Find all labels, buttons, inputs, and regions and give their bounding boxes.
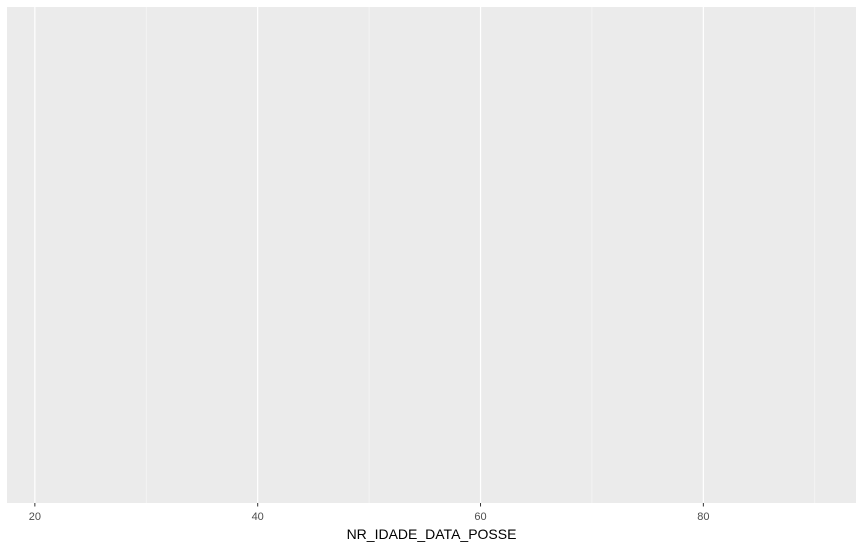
- major-gridlines: [34, 7, 704, 503]
- x-tick-label-40: 40: [252, 511, 264, 523]
- x-axis-title: NR_IDADE_DATA_POSSE: [347, 526, 517, 542]
- x-tick-label-80: 80: [697, 511, 709, 523]
- minor-gridlines: [145, 7, 816, 503]
- x-axis-tick-labels: 20 40 60 80: [29, 511, 710, 523]
- x-axis-ticks: [34, 503, 704, 507]
- x-tick-label-60: 60: [474, 511, 486, 523]
- plot-panel: [7, 7, 856, 503]
- x-tick-label-20: 20: [29, 511, 41, 523]
